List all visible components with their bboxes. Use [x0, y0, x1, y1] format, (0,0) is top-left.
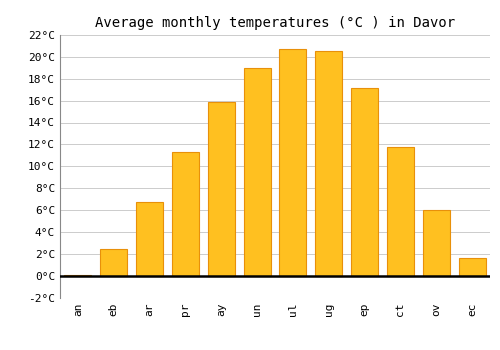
Bar — [351, 88, 378, 276]
Title: Average monthly temperatures (°C ) in Davor: Average monthly temperatures (°C ) in Da… — [95, 16, 455, 30]
Bar — [100, 249, 127, 276]
Bar — [64, 275, 92, 276]
Bar — [244, 68, 270, 276]
Bar — [280, 49, 306, 276]
Bar — [423, 210, 450, 276]
Bar — [172, 152, 199, 276]
Bar — [458, 258, 485, 276]
Bar — [387, 147, 414, 276]
Bar — [316, 51, 342, 276]
Bar — [136, 202, 163, 276]
Bar — [208, 102, 234, 276]
